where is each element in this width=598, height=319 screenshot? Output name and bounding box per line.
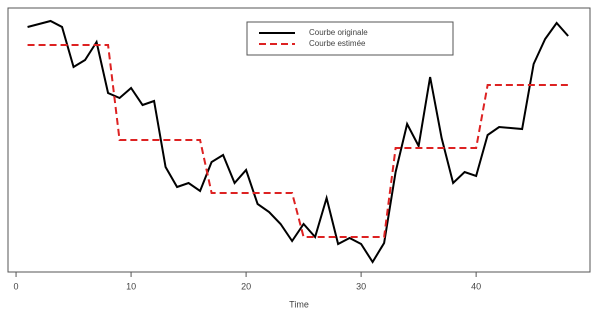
- x-tick-label: 10: [126, 281, 136, 291]
- series-line: [27, 44, 569, 238]
- x-axis-label: Time: [289, 299, 309, 309]
- legend-box: [246, 21, 454, 56]
- plot-frame: [7, 7, 591, 273]
- legend-label: Courbe originale: [309, 28, 368, 37]
- x-tick-label: 20: [241, 281, 251, 291]
- legend-label: Courbe estimée: [309, 39, 366, 48]
- x-tick-label: 40: [471, 281, 481, 291]
- series-line: [27, 19, 569, 264]
- x-tick-label: 30: [356, 281, 366, 291]
- x-tick-label: 0: [14, 281, 19, 291]
